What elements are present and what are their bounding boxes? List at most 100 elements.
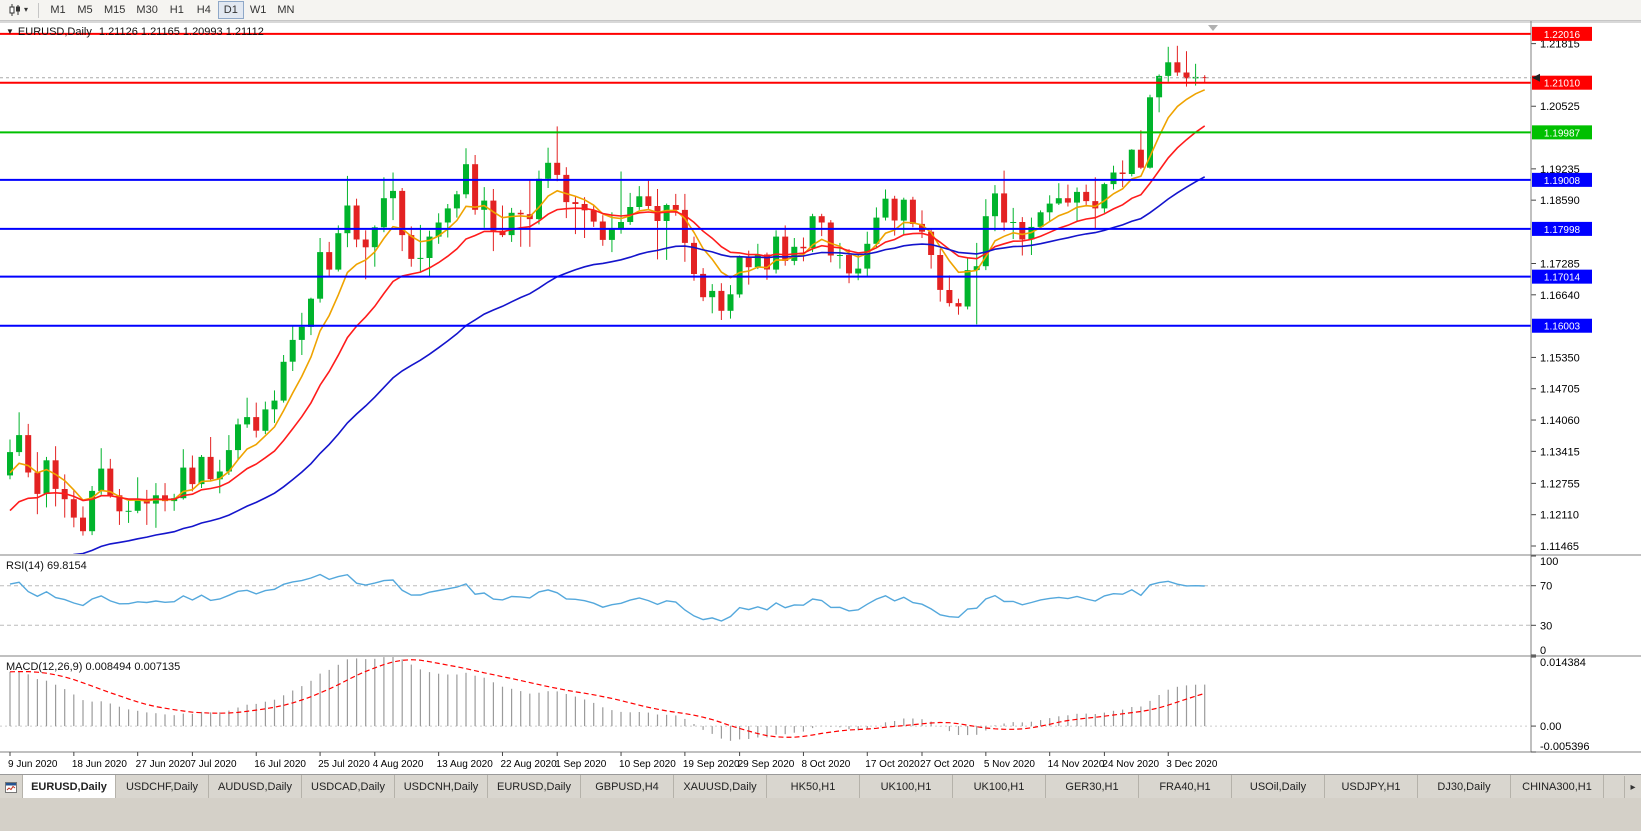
- bottom-strip: [0, 798, 1641, 831]
- chart-tab-1-usdchf-daily[interactable]: USDCHF,Daily: [116, 775, 209, 799]
- timeframe-button-w1[interactable]: W1: [245, 1, 272, 19]
- chart-tab-16-china300-h1[interactable]: CHINA300,H1: [1511, 775, 1604, 799]
- svg-text:5 Nov 2020: 5 Nov 2020: [984, 759, 1036, 770]
- chart-shift-marker[interactable]: [1208, 25, 1218, 31]
- horizontal-lines-layer: 1.22016 1.21010 1.19987 1.19008 1.17998 1.170…: [0, 26, 1592, 333]
- svg-text:1.19235: 1.19235: [1540, 164, 1580, 176]
- svg-text:70: 70: [1540, 581, 1552, 593]
- svg-text:1.13415: 1.13415: [1540, 446, 1580, 458]
- fast-ma-line: [9, 89, 1206, 502]
- svg-text:1.12755: 1.12755: [1540, 478, 1580, 490]
- svg-text:27 Jun 2020: 27 Jun 2020: [136, 759, 191, 770]
- macd-histogram-layer: [9, 657, 1206, 741]
- svg-text:7 Jul 2020: 7 Jul 2020: [190, 759, 237, 770]
- svg-text:25 Jul 2020: 25 Jul 2020: [318, 759, 370, 770]
- chart-tab-5-eurusd-daily[interactable]: EURUSD,Daily: [488, 775, 581, 799]
- medium-ma-line: [9, 125, 1206, 512]
- chart-tab-0-eurusd-daily[interactable]: EURUSD,Daily: [23, 775, 116, 799]
- chart-tab-15-dj30-daily[interactable]: DJ30,Daily: [1418, 775, 1511, 799]
- candlestick-chart-icon: [9, 4, 20, 16]
- svg-text:8 Oct 2020: 8 Oct 2020: [801, 759, 850, 770]
- chart-canvas[interactable]: 1.21815 1.20525 1.19235 1.18590 1.17285 1.166…: [0, 21, 1641, 774]
- svg-text:29 Sep 2020: 29 Sep 2020: [738, 759, 795, 770]
- chart-tab-7-xauusd-daily[interactable]: XAUUSD,Daily: [674, 775, 767, 799]
- moving-averages-layer: [9, 89, 1206, 554]
- svg-text:1.16003: 1.16003: [1544, 322, 1581, 333]
- timeframe-button-h1[interactable]: H1: [164, 1, 190, 19]
- svg-text:1 Sep 2020: 1 Sep 2020: [555, 759, 607, 770]
- toolbar: ▾ M1 M5 M15 M30 H1 H4 D1 W1 MN: [0, 0, 1641, 21]
- chart-tab-8-hk50-h1[interactable]: HK50,H1: [767, 775, 860, 799]
- svg-text:1.21010: 1.21010: [1544, 79, 1581, 90]
- svg-text:17 Oct 2020: 17 Oct 2020: [865, 759, 920, 770]
- chart-tab-14-usdjpy-h1[interactable]: USDJPY,H1: [1325, 775, 1418, 799]
- timeframe-button-d1[interactable]: D1: [217, 1, 244, 19]
- timeframe-button-m5[interactable]: M5: [72, 1, 98, 19]
- svg-text:1.17014: 1.17014: [1544, 273, 1581, 284]
- svg-text:16 Jul 2020: 16 Jul 2020: [254, 759, 306, 770]
- tabs-scroll-right-button[interactable]: ▸: [1624, 776, 1641, 799]
- svg-text:9 Jun 2020: 9 Jun 2020: [8, 759, 58, 770]
- toolbar-separator: [38, 2, 40, 18]
- slow-ma-line: [72, 176, 1206, 554]
- svg-text:1.12110: 1.12110: [1540, 510, 1579, 522]
- price-axis[interactable]: 1.21815 1.20525 1.19235 1.18590 1.17285 1.166…: [1531, 39, 1580, 553]
- svg-text:1.22016: 1.22016: [1544, 30, 1581, 41]
- svg-text:30: 30: [1540, 620, 1552, 632]
- timeframe-button-m15[interactable]: M15: [99, 1, 130, 19]
- svg-text:0.00: 0.00: [1540, 721, 1561, 733]
- svg-text:24 Nov 2020: 24 Nov 2020: [1102, 759, 1159, 770]
- svg-text:1.20525: 1.20525: [1540, 101, 1580, 113]
- svg-text:1.18590: 1.18590: [1540, 195, 1580, 207]
- chart-tab-4-usdcnh-daily[interactable]: USDCNH,Daily: [395, 775, 488, 799]
- svg-text:0.014384: 0.014384: [1540, 657, 1586, 669]
- svg-text:4 Aug 2020: 4 Aug 2020: [373, 759, 424, 770]
- chart-type-button[interactable]: ▾: [4, 1, 32, 19]
- svg-text:100: 100: [1540, 556, 1558, 568]
- timeframe-button-h4[interactable]: H4: [191, 1, 217, 19]
- svg-text:19 Sep 2020: 19 Sep 2020: [683, 759, 740, 770]
- chart-tab-3-usdcad-daily[interactable]: USDCAD,Daily: [302, 775, 395, 799]
- timeframe-button-mn[interactable]: MN: [272, 1, 299, 19]
- svg-text:1.11465: 1.11465: [1540, 541, 1579, 553]
- svg-text:1.19987: 1.19987: [1544, 128, 1581, 139]
- svg-text:1.16640: 1.16640: [1540, 290, 1580, 302]
- svg-text:13 Aug 2020: 13 Aug 2020: [437, 759, 494, 770]
- chart-tab-10-uk100-h1[interactable]: UK100,H1: [953, 775, 1046, 799]
- timeframe-button-m30[interactable]: M30: [131, 1, 162, 19]
- svg-text:18 Jun 2020: 18 Jun 2020: [72, 759, 127, 770]
- chevron-down-icon: ▾: [24, 5, 29, 14]
- svg-text:1.17998: 1.17998: [1544, 225, 1581, 236]
- tabs-bar: EURUSD,Daily USDCHF,Daily AUDUSD,Daily USDC…: [0, 774, 1641, 799]
- svg-text:27 Oct 2020: 27 Oct 2020: [920, 759, 975, 770]
- timeframe-button-m1[interactable]: M1: [45, 1, 71, 19]
- time-axis[interactable]: 9 Jun 2020 18 Jun 2020 27 Jun 2020 7 Jul 20…: [8, 752, 1218, 770]
- svg-text:0: 0: [1540, 645, 1546, 657]
- chart-area: 1.21815 1.20525 1.19235 1.18590 1.17285 1.166…: [0, 21, 1641, 774]
- chart-tab-9-uk100-h1[interactable]: UK100,H1: [860, 775, 953, 799]
- svg-text:-0.005396: -0.005396: [1540, 741, 1590, 753]
- svg-text:1.19008: 1.19008: [1544, 176, 1581, 187]
- chart-tab-6-gbpusd-h4[interactable]: GBPUSD,H4: [581, 775, 674, 799]
- rsi-axis[interactable]: 100 70 30 0: [1531, 555, 1558, 657]
- current-price-marker: [1532, 73, 1540, 82]
- svg-text:1.21815: 1.21815: [1540, 39, 1580, 51]
- macd-signal-line: [9, 659, 1205, 738]
- svg-text:1.15350: 1.15350: [1540, 352, 1580, 364]
- chart-window-icon[interactable]: [0, 775, 23, 799]
- timeframe-buttons: M1 M5 M15 M30 H1 H4 D1 W1 MN: [45, 1, 299, 19]
- svg-text:3 Dec 2020: 3 Dec 2020: [1166, 759, 1218, 770]
- svg-text:1.14060: 1.14060: [1540, 415, 1580, 427]
- chart-tab-2-audusd-daily[interactable]: AUDUSD,Daily: [209, 775, 302, 799]
- chart-tab-11-ger30-h1[interactable]: GER30,H1: [1046, 775, 1139, 799]
- chart-tab-13-usoil-daily[interactable]: USOil,Daily: [1232, 775, 1325, 799]
- chart-tab-12-fra40-h1[interactable]: FRA40,H1: [1139, 775, 1232, 799]
- svg-text:1.17285: 1.17285: [1540, 259, 1580, 271]
- svg-text:1.14705: 1.14705: [1540, 384, 1580, 396]
- macd-axis[interactable]: 0.014384 0.00 -0.005396: [1531, 656, 1590, 753]
- rsi-line: [9, 573, 1205, 622]
- svg-text:22 Aug 2020: 22 Aug 2020: [500, 759, 557, 770]
- rsi-line-layer: [9, 573, 1205, 622]
- svg-text:14 Nov 2020: 14 Nov 2020: [1048, 759, 1105, 770]
